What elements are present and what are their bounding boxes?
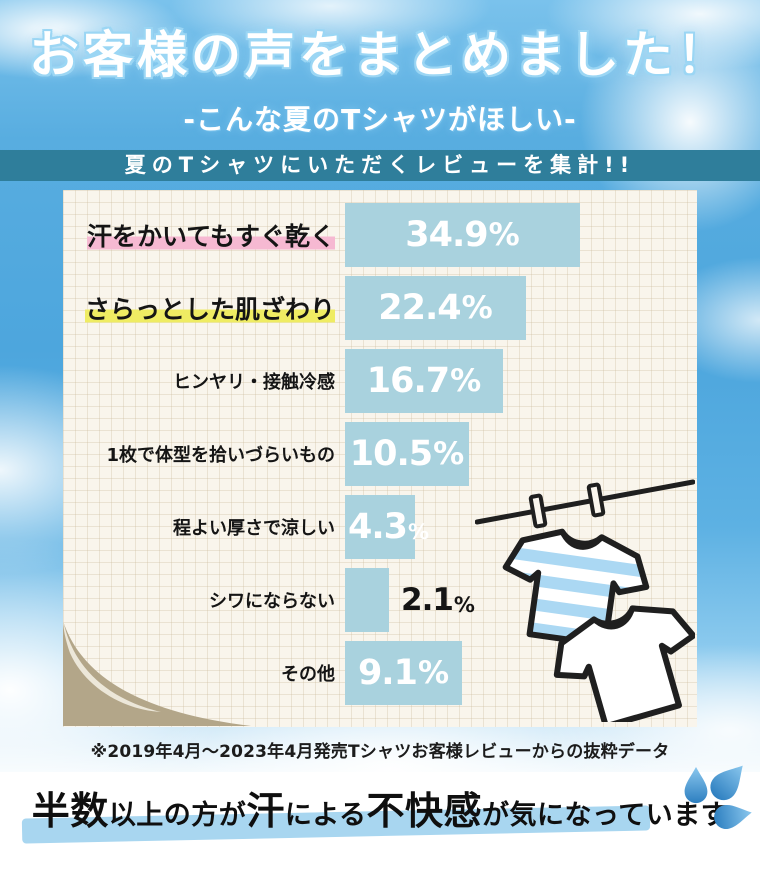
clothespin-icon	[586, 482, 606, 518]
bar-label: 程よい厚さで涼しい	[173, 517, 335, 539]
chart-rows: 汗をかいてもすぐ乾く 34.9% さらっとした肌ざわり 22.4% ヒンヤリ・接…	[63, 198, 697, 709]
chart-row: その他 9.1%	[63, 636, 697, 709]
headline-segment: 汗	[246, 789, 285, 833]
bar-area: 22.4%	[345, 275, 697, 340]
bar-area: 34.9%	[345, 202, 697, 267]
bar-area: 16.7%	[345, 348, 697, 413]
bar-label: その他	[281, 663, 335, 685]
chart-panel: 汗をかいてもすぐ乾く 34.9% さらっとした肌ざわり 22.4% ヒンヤリ・接…	[63, 190, 697, 727]
bottom-headline-text: 半数以上の方が汗による不快感が気になっています	[0, 780, 760, 835]
bottom-headline: 半数以上の方が汗による不快感が気になっています	[0, 772, 760, 844]
chart-row: ヒンヤリ・接触冷感 16.7%	[63, 344, 697, 417]
bar-value: 16.7%	[366, 360, 482, 401]
bar-label: シワにならない	[209, 590, 335, 612]
page-curl-decoration	[63, 619, 251, 726]
bar-label: さらっとした肌ざわり	[84, 294, 335, 324]
clothesline-tshirts-icon	[475, 479, 695, 722]
footnote: ※2019年4月～2023年4月発売Tシャツお客様レビューからの抜粋データ	[90, 742, 670, 762]
page-subtitle: -こんな夏のTシャツがほしい-	[183, 103, 577, 136]
bar-value: 4.3%	[348, 506, 430, 547]
bar-label: ヒンヤリ・接触冷感	[173, 371, 335, 393]
bar-value: 22.4%	[378, 287, 493, 328]
clothesline	[475, 479, 695, 525]
headline-segment: による	[284, 800, 367, 831]
bar-value: 34.9%	[405, 214, 520, 255]
bar-value: 9.1%	[357, 652, 450, 693]
bar: 4.3%	[345, 494, 429, 559]
headline-segment: 以上の方が	[108, 800, 247, 831]
bar-label: 1枚で体型を拾いづらいもの	[106, 444, 335, 466]
bar: 9.1%	[345, 640, 462, 705]
page-title: お客様の声をまとめました！	[29, 26, 731, 84]
bar-area: 9.1%	[345, 640, 697, 705]
headline-segment: が気になっています	[482, 800, 729, 831]
bar-area: 2.1%	[345, 567, 697, 632]
headline-segment: 半数	[31, 789, 109, 833]
bar-area: 10.5%	[345, 421, 697, 486]
plain-tshirt-icon	[553, 605, 695, 722]
water-drops-icon	[684, 765, 752, 830]
bar-value: 10.5%	[349, 433, 465, 474]
bar: 2.1%	[345, 567, 475, 632]
bar: 16.7%	[345, 348, 503, 413]
chart-row: シワにならない 2.1%	[63, 563, 697, 636]
headline-segment: 不快感	[366, 789, 483, 833]
bar: 34.9%	[345, 202, 580, 267]
bottom-section: 半数以上の方が汗による不快感が気になっています	[0, 765, 760, 872]
bar-label: 汗をかいてもすぐ乾く	[86, 221, 335, 251]
bar-area: 4.3%	[345, 494, 697, 559]
bar: 10.5%	[345, 421, 469, 486]
section-banner: 夏のTシャツにいただくレビューを集計!!	[0, 150, 760, 181]
chart-row: 程よい厚さで涼しい 4.3%	[63, 490, 697, 563]
chart-row: 汗をかいてもすぐ乾く 34.9%	[63, 198, 697, 271]
bar-value: 2.1%	[401, 581, 475, 618]
clothespin-icon	[528, 493, 548, 529]
chart-row: 1枚で体型を拾いづらいもの 10.5%	[63, 417, 697, 490]
chart-row: さらっとした肌ざわり 22.4%	[63, 271, 697, 344]
bar: 22.4%	[345, 275, 526, 340]
